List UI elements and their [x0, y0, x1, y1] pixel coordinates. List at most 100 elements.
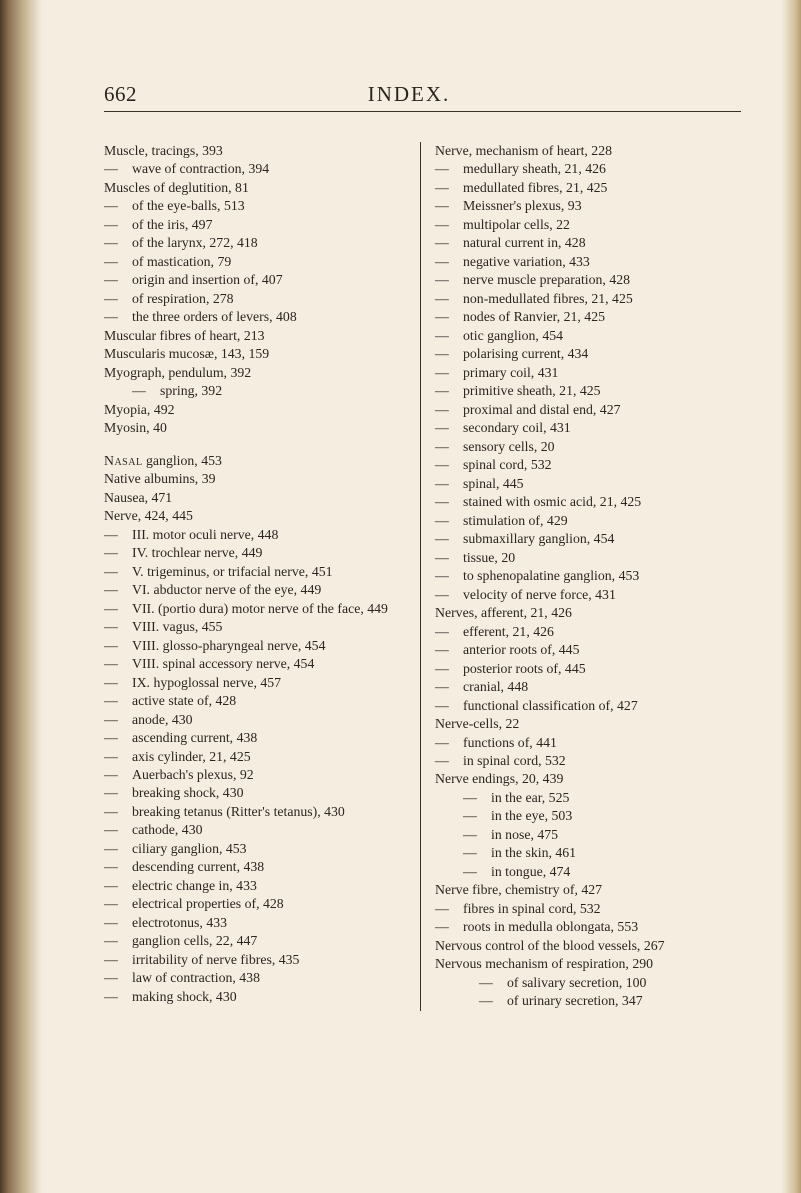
- index-entry: —proximal and distal end, 427: [435, 401, 741, 419]
- index-entry: Muscularis mucosæ, 143, 159: [104, 345, 410, 363]
- header-rule: [104, 111, 741, 112]
- index-entry: Myopia, 492: [104, 401, 410, 419]
- em-dash: —: [463, 826, 491, 844]
- left-column: Muscle, tracings, 393—wave of contractio…: [104, 142, 421, 1011]
- index-entry: —axis cylinder, 21, 425: [104, 748, 410, 766]
- index-entry: —ciliary ganglion, 453: [104, 840, 410, 858]
- em-dash: —: [435, 678, 463, 696]
- index-entry: —in the ear, 525: [435, 789, 741, 807]
- index-entry: —breaking shock, 430: [104, 784, 410, 802]
- index-entry: —electrotonus, 433: [104, 914, 410, 932]
- em-dash: —: [104, 766, 132, 784]
- em-dash: —: [132, 382, 160, 400]
- index-entry: Muscles of deglutition, 81: [104, 179, 410, 197]
- index-entry: —active state of, 428: [104, 692, 410, 710]
- index-entry: —ascending current, 438: [104, 729, 410, 747]
- index-entry: —multipolar cells, 22: [435, 216, 741, 234]
- em-dash: —: [104, 969, 132, 987]
- index-entry: —Meissner's plexus, 93: [435, 197, 741, 215]
- index-entry: Nervous control of the blood vessels, 26…: [435, 937, 741, 955]
- index-columns: Muscle, tracings, 393—wave of contractio…: [104, 142, 741, 1011]
- em-dash: —: [435, 271, 463, 289]
- index-entry: —wave of contraction, 394: [104, 160, 410, 178]
- index-entry: —in spinal cord, 532: [435, 752, 741, 770]
- index-entry: Nasal ganglion, 453: [104, 452, 410, 470]
- index-entry: —V. trigeminus, or trifacial nerve, 451: [104, 563, 410, 581]
- em-dash: —: [479, 992, 507, 1010]
- index-entry: —anterior roots of, 445: [435, 641, 741, 659]
- index-entry: —in tongue, 474: [435, 863, 741, 881]
- index-entry: —VIII. vagus, 455: [104, 618, 410, 636]
- index-entry: —IV. trochlear nerve, 449: [104, 544, 410, 562]
- index-entry: —of respiration, 278: [104, 290, 410, 308]
- em-dash: —: [104, 840, 132, 858]
- em-dash: —: [435, 697, 463, 715]
- em-dash: —: [435, 918, 463, 936]
- em-dash: —: [104, 895, 132, 913]
- em-dash: —: [104, 618, 132, 636]
- em-dash: —: [435, 900, 463, 918]
- em-dash: —: [104, 803, 132, 821]
- index-entry: —functions of, 441: [435, 734, 741, 752]
- index-entry: Nerve, mechanism of heart, 228: [435, 142, 741, 160]
- index-entry: —of the larynx, 272, 418: [104, 234, 410, 252]
- index-entry: —primary coil, 431: [435, 364, 741, 382]
- em-dash: —: [463, 807, 491, 825]
- index-entry: —anode, 430: [104, 711, 410, 729]
- index-entry: Nerve-cells, 22: [435, 715, 741, 733]
- em-dash: —: [104, 711, 132, 729]
- smallcaps-word: Nasal: [104, 453, 143, 468]
- index-entry: —VII. (portio dura) motor nerve of the f…: [104, 600, 410, 618]
- em-dash: —: [104, 271, 132, 289]
- index-entry: —natural current in, 428: [435, 234, 741, 252]
- em-dash: —: [435, 530, 463, 548]
- index-entry: —roots in medulla oblongata, 553: [435, 918, 741, 936]
- index-entry: —VIII. spinal accessory nerve, 454: [104, 655, 410, 673]
- em-dash: —: [435, 752, 463, 770]
- index-entry: Myosin, 40: [104, 419, 410, 437]
- index-entry: —sensory cells, 20: [435, 438, 741, 456]
- em-dash: —: [104, 692, 132, 710]
- em-dash: —: [104, 877, 132, 895]
- index-entry: —cathode, 430: [104, 821, 410, 839]
- em-dash: —: [435, 734, 463, 752]
- em-dash: —: [435, 438, 463, 456]
- index-entry: —VIII. glosso-pharyngeal nerve, 454: [104, 637, 410, 655]
- em-dash: —: [104, 234, 132, 252]
- index-entry: —of mastication, 79: [104, 253, 410, 271]
- em-dash: —: [435, 160, 463, 178]
- index-entry: —stimulation of, 429: [435, 512, 741, 530]
- em-dash: —: [435, 549, 463, 567]
- index-entry: —submaxillary ganglion, 454: [435, 530, 741, 548]
- em-dash: —: [435, 327, 463, 345]
- em-dash: —: [104, 563, 132, 581]
- index-entry: —law of contraction, 438: [104, 969, 410, 987]
- index-entry: Nerve endings, 20, 439: [435, 770, 741, 788]
- index-entry: —cranial, 448: [435, 678, 741, 696]
- index-entry: —in the skin, 461: [435, 844, 741, 862]
- index-entry: —posterior roots of, 445: [435, 660, 741, 678]
- em-dash: —: [435, 345, 463, 363]
- em-dash: —: [104, 216, 132, 234]
- section-title: INDEX.: [137, 82, 681, 107]
- index-entry: —breaking tetanus (Ritter's tetanus), 43…: [104, 803, 410, 821]
- index-entry: —of salivary secretion, 100: [435, 974, 741, 992]
- em-dash: —: [435, 567, 463, 585]
- index-entry: Nerve fibre, chemistry of, 427: [435, 881, 741, 899]
- index-entry: Myograph, pendulum, 392: [104, 364, 410, 382]
- right-column: Nerve, mechanism of heart, 228—medullary…: [421, 142, 741, 1011]
- index-entry: —spring, 392: [104, 382, 410, 400]
- index-entry: —spinal, 445: [435, 475, 741, 493]
- index-entry: Muscle, tracings, 393: [104, 142, 410, 160]
- index-entry: —in the eye, 503: [435, 807, 741, 825]
- index-entry: —ganglion cells, 22, 447: [104, 932, 410, 950]
- index-entry: —secondary coil, 431: [435, 419, 741, 437]
- index-entry: —nodes of Ranvier, 21, 425: [435, 308, 741, 326]
- index-entry: Nerves, afferent, 21, 426: [435, 604, 741, 622]
- index-entry: Nausea, 471: [104, 489, 410, 507]
- blank-line: [104, 438, 410, 452]
- index-entry: —electric change in, 433: [104, 877, 410, 895]
- em-dash: —: [104, 729, 132, 747]
- em-dash: —: [104, 748, 132, 766]
- index-entry: —non-medullated fibres, 21, 425: [435, 290, 741, 308]
